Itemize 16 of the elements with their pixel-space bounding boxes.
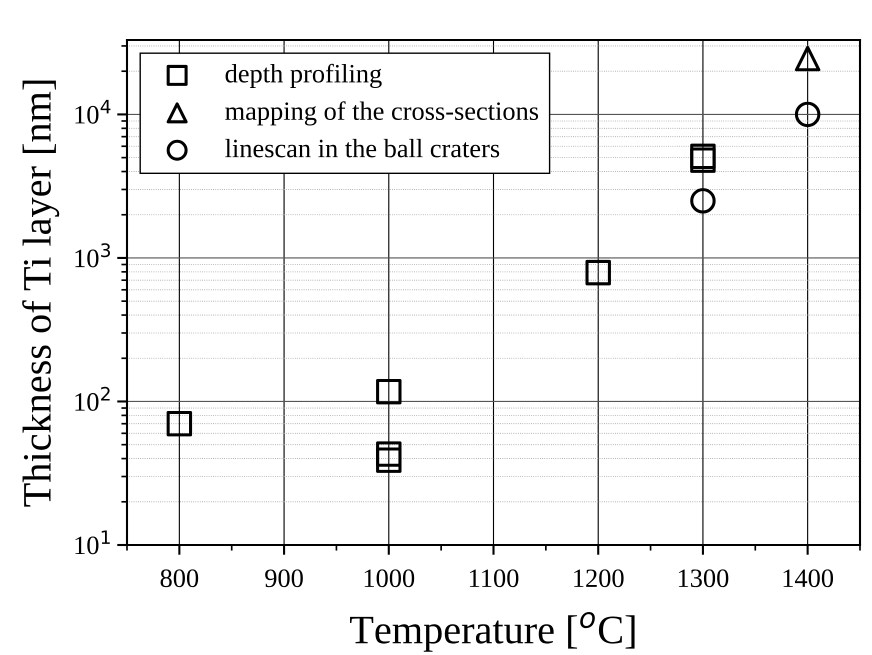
x-tick-label: 1200 <box>574 569 624 588</box>
y-tick-label: 10$^{4}$ <box>75 100 110 124</box>
x-tick-label: 1300 <box>678 569 728 588</box>
y-tick-label: 10$^{2}$ <box>75 386 110 411</box>
x-tick-label: 1100 <box>470 569 518 588</box>
legend-label: depth profiling <box>226 64 382 88</box>
y-tick-label: 10$^{1}$ <box>75 530 110 554</box>
legend-label: linescan in the ball craters <box>225 138 500 158</box>
x-tick-label: 900 <box>265 569 303 588</box>
y-axis-title: Thickness of Ti layer [nm] <box>22 80 60 507</box>
y-tick-label: 10$^{3}$ <box>75 243 110 268</box>
legend-label: mapping of the cross-sections <box>225 101 538 126</box>
x-tick-label: 800 <box>160 569 198 588</box>
x-tick-label: 1000 <box>364 569 414 588</box>
x-tick-label: 1400 <box>784 569 834 588</box>
x-axis-title: Temperature [$^{o}$C] <box>350 612 635 652</box>
